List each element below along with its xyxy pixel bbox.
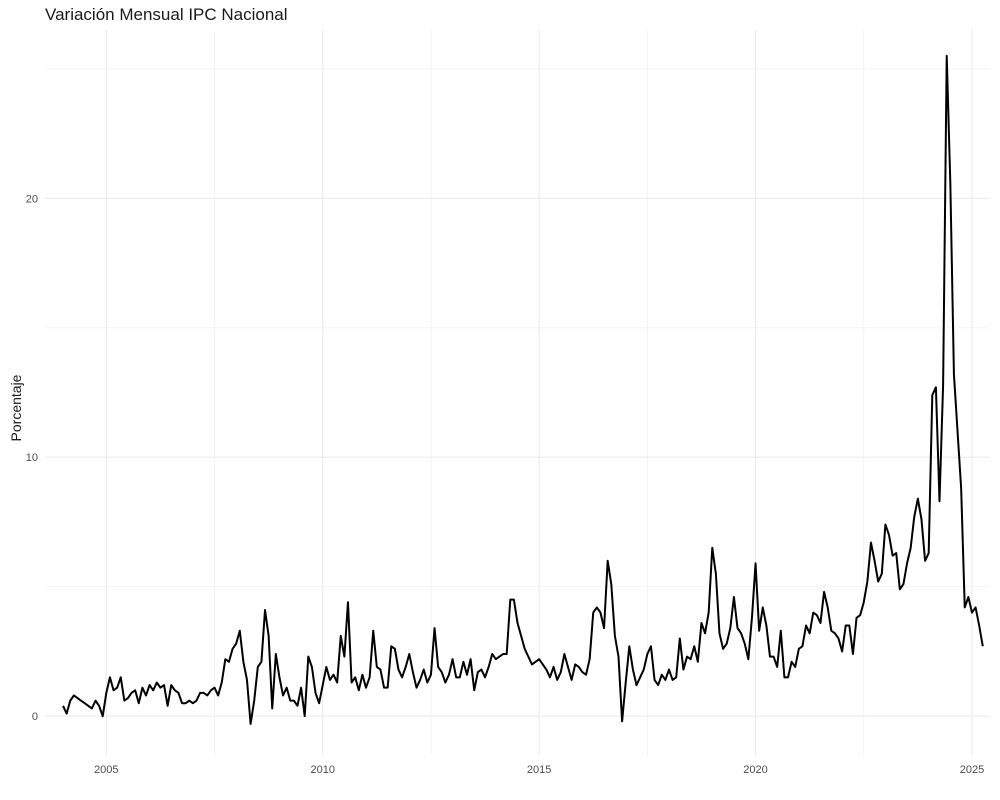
major-gridlines [45, 30, 990, 755]
x-tick-label: 2020 [743, 764, 767, 776]
chart-title: Variación Mensual IPC Nacional [45, 5, 288, 24]
y-tick-label: 20 [26, 193, 38, 205]
x-tick-label: 2005 [94, 764, 118, 776]
tick-labels: 2005 2010 2015 2020 2025 0 10 20 [26, 193, 984, 776]
minor-gridlines [45, 30, 990, 755]
x-tick-label: 2015 [527, 764, 551, 776]
x-tick-label: 2025 [960, 764, 984, 776]
y-tick-label: 0 [32, 711, 38, 723]
series-layer [62, 54, 984, 725]
y-tick-label: 10 [26, 452, 38, 464]
series-line-0 [62, 54, 984, 725]
x-tick-label: 2010 [310, 764, 334, 776]
